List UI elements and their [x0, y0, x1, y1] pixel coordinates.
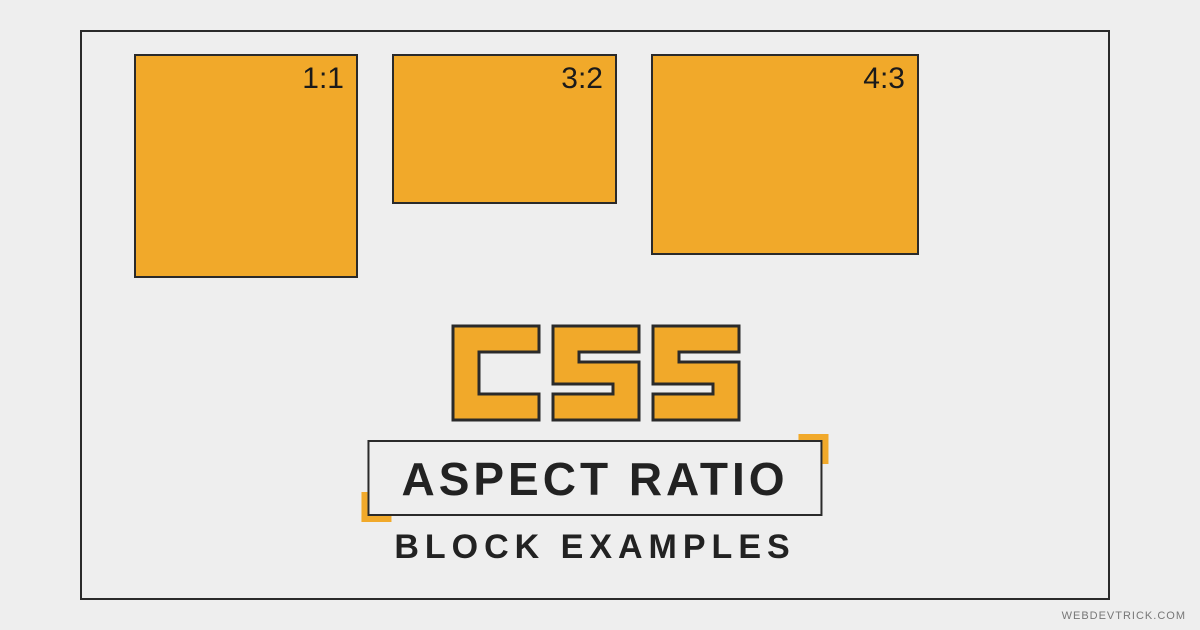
outer-frame: 1:1 3:2 4:3 ASPECT RATIO BLOCK EXAMPLES [80, 30, 1110, 600]
corner-accent-top-right-icon [799, 434, 829, 464]
ratio-box-4-3: 4:3 [651, 54, 919, 255]
css-icon [445, 322, 745, 424]
ratio-box-1-1: 1:1 [134, 54, 358, 278]
ratio-label: 1:1 [302, 62, 344, 96]
css-logo [82, 322, 1108, 424]
title-box: ASPECT RATIO [367, 440, 822, 516]
title-text: ASPECT RATIO [401, 452, 788, 506]
ratio-label: 3:2 [561, 62, 603, 96]
corner-accent-bottom-left-icon [361, 492, 391, 522]
watermark: WEBDEVTRICK.COM [1062, 610, 1186, 622]
ratio-box-3-2: 3:2 [392, 54, 617, 204]
ratio-boxes-row: 1:1 3:2 4:3 [134, 54, 919, 278]
subtitle-text: BLOCK EXAMPLES [82, 528, 1108, 567]
ratio-label: 4:3 [863, 62, 905, 96]
